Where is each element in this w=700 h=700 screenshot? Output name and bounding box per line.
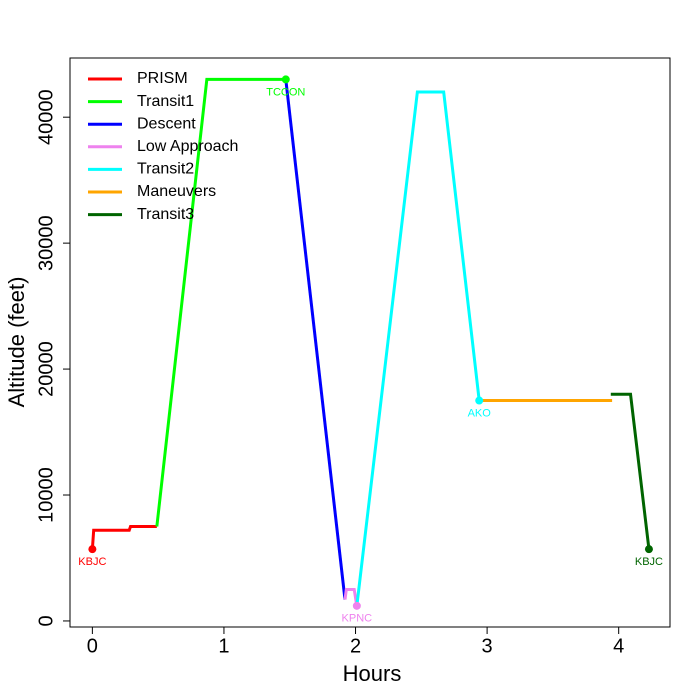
legend-label: Transit2 xyxy=(137,161,194,178)
legend-label: Low Approach xyxy=(137,138,238,155)
waypoint xyxy=(475,396,484,405)
legend-label: PRISM xyxy=(137,70,188,87)
x-tick-label: 0 xyxy=(87,635,98,657)
series-line xyxy=(155,77,286,527)
legend-label: Transit1 xyxy=(137,93,194,110)
x-tick-label: 1 xyxy=(218,635,229,657)
series-line xyxy=(90,524,157,550)
legend-label: Transit3 xyxy=(137,206,194,223)
waypoint xyxy=(281,75,290,84)
y-tick-label: 0 xyxy=(35,615,57,626)
y-axis-label: Altitude (feet) xyxy=(4,277,29,408)
x-tick-label: 4 xyxy=(613,635,624,657)
waypoint-label: KBJC xyxy=(78,556,106,568)
legend-label: Descent xyxy=(137,115,196,132)
x-axis-label: Hours xyxy=(343,661,402,686)
waypoint xyxy=(644,545,653,554)
legend-label: Maneuvers xyxy=(137,183,216,200)
waypoint xyxy=(88,545,97,554)
waypoint-label: KBJC xyxy=(635,556,663,568)
plot-frame xyxy=(69,57,671,628)
series-line xyxy=(343,587,359,607)
x-tick-label: 2 xyxy=(350,635,361,657)
series-line xyxy=(610,392,651,550)
series-line xyxy=(355,90,481,607)
waypoint-label: AKO xyxy=(468,407,492,419)
y-tick-label: 30000 xyxy=(35,215,57,271)
waypoint-label: TCCON xyxy=(266,86,305,98)
y-tick-label: 20000 xyxy=(35,341,57,397)
series-line xyxy=(284,79,347,600)
y-tick-label: 40000 xyxy=(35,89,57,145)
y-tick-label: 10000 xyxy=(35,467,57,523)
waypoint-label: KPNC xyxy=(342,613,373,625)
waypoint xyxy=(352,601,361,610)
x-tick-label: 3 xyxy=(482,635,493,657)
